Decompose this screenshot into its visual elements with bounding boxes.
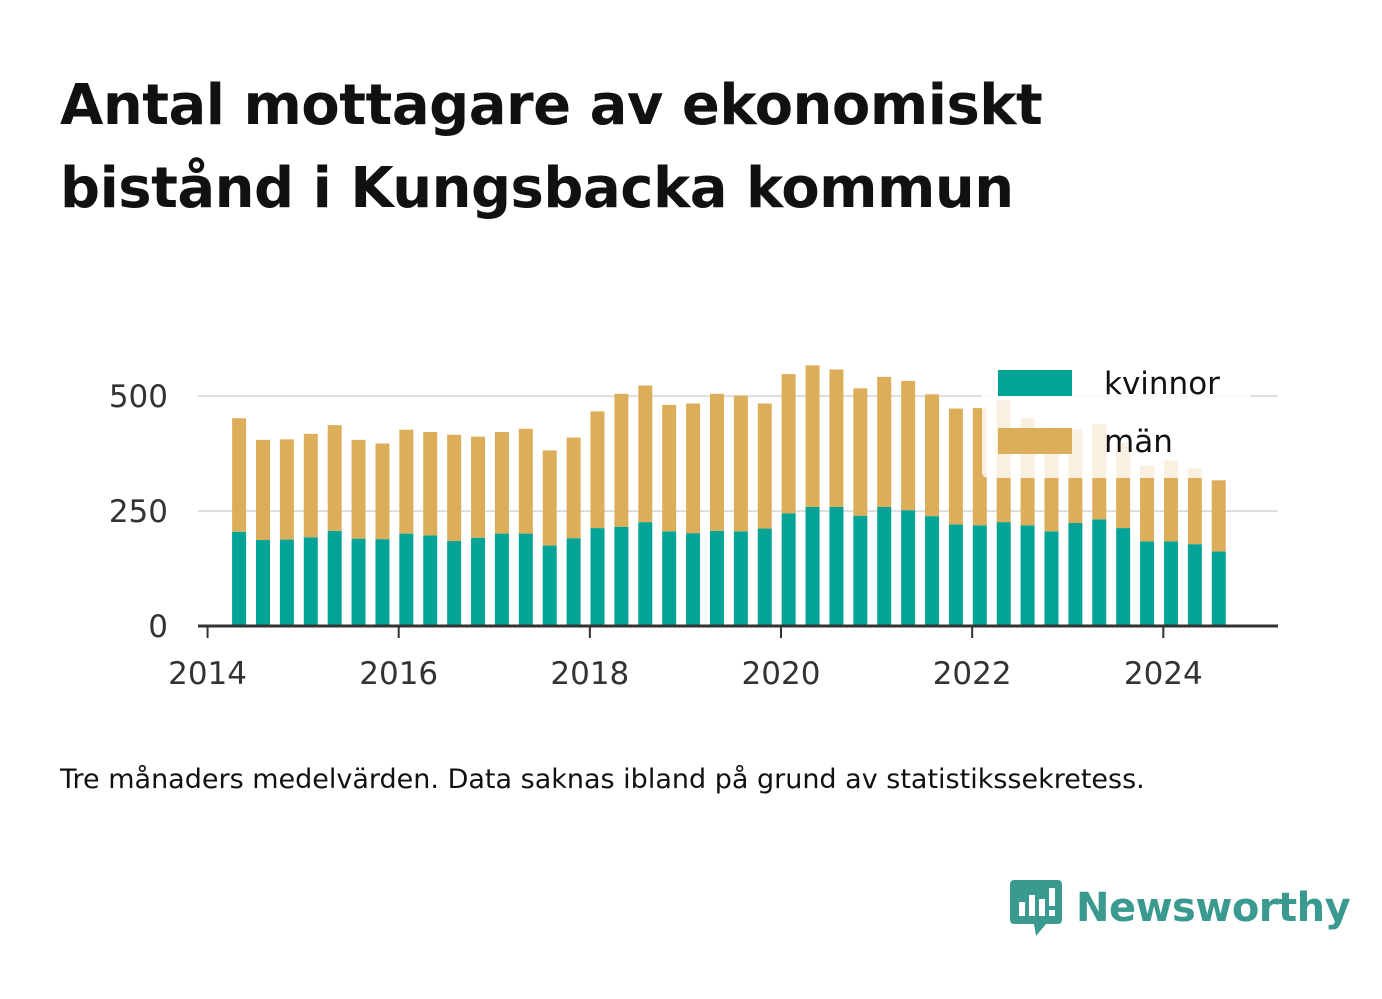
brand-name: Newsworthy xyxy=(1076,885,1351,931)
bar-man-10 xyxy=(471,436,486,538)
x-tick-label-2024: 2024 xyxy=(1124,656,1203,692)
bar-kvinnor-23 xyxy=(781,513,796,626)
legend-label-man: män xyxy=(1104,424,1173,460)
chart-title: Antal mottagare av ekonomiskt bistånd i … xyxy=(60,64,1320,230)
bar-man-14 xyxy=(566,437,581,539)
bar-kvinnor-19 xyxy=(686,533,701,626)
bar-man-7 xyxy=(399,429,414,534)
bar-kvinnor-21 xyxy=(733,531,748,626)
bar-kvinnor-40 xyxy=(1187,544,1202,626)
bar-kvinnor-29 xyxy=(925,516,940,626)
x-tick-label-2022: 2022 xyxy=(933,656,1012,692)
bar-kvinnor-2 xyxy=(279,539,294,626)
bar-kvinnor-8 xyxy=(423,535,438,626)
bar-man-41 xyxy=(1211,480,1226,552)
bar-kvinnor-15 xyxy=(590,528,605,626)
chart-title-line-1: Antal mottagare av ekonomiskt xyxy=(60,73,1043,138)
bar-kvinnor-9 xyxy=(447,540,462,626)
bar-man-20 xyxy=(709,393,724,531)
legend-swatch-man xyxy=(998,428,1072,454)
bar-kvinnor-34 xyxy=(1044,531,1059,626)
bar-man-5 xyxy=(351,439,366,539)
bar-man-2 xyxy=(279,439,294,540)
bar-man-12 xyxy=(518,428,533,534)
brand-logo[interactable]: Newsworthy xyxy=(1010,878,1351,938)
bar-kvinnor-6 xyxy=(375,539,390,626)
bar-chart: 0 250 500 2014 2016 2018 2020 2022 2024 kvinnor mä… xyxy=(108,358,1278,692)
bar-man-9 xyxy=(447,434,462,541)
bar-man-30 xyxy=(948,408,963,525)
bar-man-1 xyxy=(255,439,270,541)
bar-man-25 xyxy=(829,369,844,507)
bar-man-11 xyxy=(494,432,509,534)
legend: kvinnor män xyxy=(982,358,1250,478)
bar-kvinnor-1 xyxy=(255,540,270,626)
bar-kvinnor-33 xyxy=(1020,525,1035,626)
bar-kvinnor-20 xyxy=(709,530,724,626)
x-tick-label-2020: 2020 xyxy=(742,656,821,692)
bar-kvinnor-3 xyxy=(303,537,318,626)
bar-man-18 xyxy=(662,404,677,532)
bar-kvinnor-14 xyxy=(566,538,581,626)
bar-kvinnor-5 xyxy=(351,538,366,626)
bar-man-17 xyxy=(638,385,653,523)
bar-man-38 xyxy=(1140,465,1155,542)
bar-kvinnor-39 xyxy=(1163,541,1178,626)
y-tick-label-250: 250 xyxy=(109,494,168,530)
bar-man-16 xyxy=(614,393,629,527)
bar-man-19 xyxy=(686,403,701,534)
bar-man-24 xyxy=(805,365,820,507)
bar-kvinnor-26 xyxy=(853,515,868,626)
newsworthy-logo-icon xyxy=(1010,880,1062,936)
bar-kvinnor-27 xyxy=(877,506,892,626)
bar-man-6 xyxy=(375,443,390,540)
bar-kvinnor-28 xyxy=(901,510,916,626)
y-tick-label-0: 0 xyxy=(148,609,168,645)
x-tick-label-2016: 2016 xyxy=(359,656,438,692)
bar-kvinnor-25 xyxy=(829,506,844,626)
x-tick-label-2018: 2018 xyxy=(550,656,629,692)
bar-man-22 xyxy=(757,403,772,529)
bar-kvinnor-30 xyxy=(948,524,963,626)
bar-man-3 xyxy=(303,433,318,538)
bar-kvinnor-22 xyxy=(757,528,772,626)
bar-kvinnor-4 xyxy=(327,530,342,626)
footnote: Tre månaders medelvärden. Data saknas ib… xyxy=(60,764,1145,795)
bar-kvinnor-41 xyxy=(1211,551,1226,626)
bar-man-21 xyxy=(733,395,748,532)
bar-man-26 xyxy=(853,388,868,516)
bar-kvinnor-38 xyxy=(1140,541,1155,626)
legend-label-kvinnor: kvinnor xyxy=(1104,366,1220,402)
bar-man-40 xyxy=(1187,468,1202,545)
bar-man-4 xyxy=(327,425,342,531)
bar-man-15 xyxy=(590,411,605,529)
x-tick-label-2014: 2014 xyxy=(168,656,247,692)
bar-kvinnor-13 xyxy=(542,545,557,626)
bar-kvinnor-35 xyxy=(1068,523,1083,626)
bar-kvinnor-0 xyxy=(232,531,247,626)
bar-man-39 xyxy=(1163,460,1178,542)
bar-kvinnor-31 xyxy=(972,525,987,626)
legend-swatch-kvinnor xyxy=(998,370,1072,396)
bar-kvinnor-16 xyxy=(614,526,629,626)
bar-man-13 xyxy=(542,450,557,546)
bar-man-8 xyxy=(423,432,438,536)
bar-man-23 xyxy=(781,374,796,514)
bar-kvinnor-12 xyxy=(518,533,533,626)
bar-kvinnor-36 xyxy=(1092,519,1107,626)
bar-kvinnor-7 xyxy=(399,533,414,626)
bar-man-28 xyxy=(901,380,916,511)
chart-title-line-2: bistånd i Kungsbacka kommun xyxy=(60,156,1014,221)
bar-kvinnor-10 xyxy=(471,537,486,626)
bar-kvinnor-32 xyxy=(996,522,1011,626)
bar-kvinnor-18 xyxy=(662,531,677,626)
bar-kvinnor-37 xyxy=(1116,528,1131,626)
bar-man-27 xyxy=(877,376,892,507)
y-tick-label-500: 500 xyxy=(109,379,168,415)
bar-kvinnor-24 xyxy=(805,506,820,626)
bar-man-29 xyxy=(925,394,940,517)
bar-kvinnor-17 xyxy=(638,522,653,626)
bar-kvinnor-11 xyxy=(494,533,509,626)
bar-man-0 xyxy=(232,418,247,532)
